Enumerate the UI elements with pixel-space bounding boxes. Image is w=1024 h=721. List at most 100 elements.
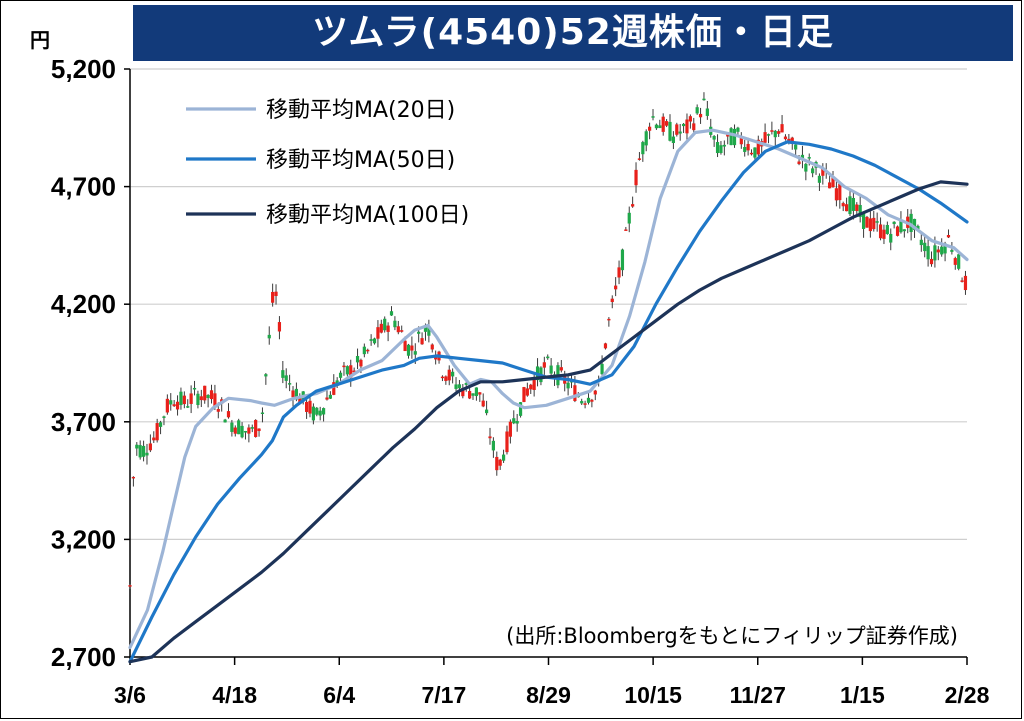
candle-down: [811, 168, 815, 174]
candle-down: [753, 147, 757, 158]
candle-down: [423, 326, 428, 332]
candle-up: [532, 378, 536, 390]
candle-down: [858, 205, 862, 217]
candle-up: [277, 322, 282, 332]
candle-down: [362, 346, 366, 355]
candle-up: [929, 258, 934, 265]
candle-up: [420, 338, 424, 345]
candle-up: [247, 427, 251, 434]
candle-up: [634, 169, 638, 186]
candle-down: [627, 212, 631, 224]
candle-up: [614, 285, 618, 290]
candle-up: [175, 401, 180, 410]
x-tick-label: 2/28: [945, 682, 990, 708]
candle-up: [631, 204, 635, 207]
candle-down: [355, 355, 360, 363]
candle-up: [841, 203, 845, 207]
candle-up: [953, 258, 957, 265]
candle-up: [308, 400, 312, 414]
candle-up: [213, 393, 217, 408]
candle-down: [138, 445, 142, 458]
candle-down: [600, 363, 604, 375]
candle-up: [271, 291, 275, 303]
candle-up: [617, 267, 621, 278]
candle-up: [828, 182, 832, 189]
candle-down: [794, 144, 798, 150]
candle-up: [838, 183, 842, 201]
candle-up: [865, 216, 869, 228]
candle-down: [145, 452, 149, 456]
candle-up: [844, 204, 849, 212]
candle-up: [790, 137, 794, 144]
candle-down: [807, 157, 811, 159]
candle-up: [936, 249, 940, 253]
candle-down: [512, 418, 516, 424]
candle-down: [658, 125, 662, 129]
x-tick-label: 10/15: [624, 682, 682, 708]
candle-down: [372, 338, 377, 344]
candle-up: [481, 400, 485, 407]
candle-down: [237, 420, 241, 435]
x-tick-labels: 3/6 4/18 6/4 7/17 8/29 10/15 11/27 1/15 2/28: [114, 682, 990, 708]
candle-up: [603, 343, 608, 349]
candle-up: [783, 136, 788, 140]
candle-down: [464, 383, 468, 385]
candle-up: [593, 390, 597, 395]
candle-down: [515, 420, 519, 424]
candle-up: [648, 126, 652, 131]
candle-down: [800, 154, 805, 161]
candle-up: [203, 385, 207, 401]
candle-up: [468, 391, 472, 399]
candle-up: [444, 376, 448, 381]
candle-down: [206, 394, 210, 399]
candle-up: [692, 123, 696, 131]
candle-down: [501, 454, 506, 461]
candle-up: [386, 325, 390, 332]
candle-down: [957, 254, 961, 269]
candle-up: [155, 423, 159, 441]
candle-down: [933, 245, 937, 261]
candle-down: [719, 145, 723, 154]
candle-down: [186, 406, 190, 408]
candle-down: [141, 445, 146, 457]
candle-down: [923, 242, 927, 252]
candle-up: [688, 116, 692, 122]
x-tick-label: 11/27: [730, 682, 786, 708]
candle-up: [590, 399, 594, 402]
candle-down: [311, 406, 315, 421]
candle-down: [328, 394, 332, 399]
candle-up: [332, 382, 336, 395]
candle-up: [325, 397, 329, 400]
candle-down: [223, 419, 227, 423]
candle-down: [848, 196, 852, 215]
candle-down: [413, 351, 417, 355]
candle-down: [485, 409, 489, 414]
candle-down: [491, 440, 495, 451]
candle-up: [882, 229, 886, 239]
chart-title: ツムラ(4540)52週株価・日足: [133, 5, 1013, 61]
candle-down: [243, 431, 248, 433]
candle-down: [281, 370, 285, 378]
candle-down: [546, 356, 550, 359]
candle-up: [342, 365, 346, 368]
candle-down: [678, 131, 682, 134]
candle-up: [148, 443, 152, 451]
candle-up: [607, 318, 611, 321]
candle-down: [729, 128, 733, 146]
candle-down: [369, 339, 373, 341]
candle-up: [291, 390, 295, 398]
candle-up: [529, 384, 533, 390]
candle-up: [257, 428, 261, 432]
candle-up: [770, 130, 774, 132]
candle-up: [573, 385, 577, 402]
legend: 移動平均MA(20日) 移動平均MA(50日) 移動平均MA(100日): [186, 98, 469, 228]
candle-up: [756, 139, 760, 155]
candle-down: [474, 387, 479, 397]
candle-down: [230, 422, 234, 432]
legend-label-0: 移動平均MA(20日): [266, 98, 455, 123]
candle-up: [403, 340, 407, 352]
candle-up: [661, 116, 665, 132]
candle-up: [152, 437, 156, 441]
candle-up: [172, 404, 176, 407]
x-tick-label: 6/4: [323, 682, 355, 708]
